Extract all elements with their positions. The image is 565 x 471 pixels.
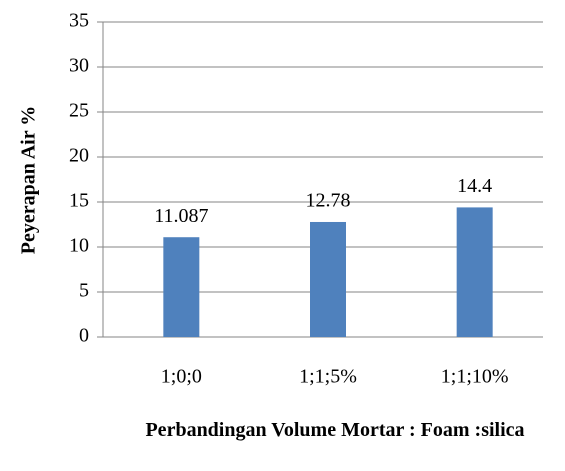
y-tick-label: 5 [79,280,89,302]
x-tick-label: 1;1;10% [441,366,509,388]
y-tick-label: 15 [69,190,89,212]
y-tick-label: 20 [69,145,89,167]
x-axis-label: Perbandingan Volume Mortar : Foam :silic… [145,419,525,441]
bar [163,237,200,337]
data-label: 14.4 [457,175,492,197]
x-tick-label: 1;0;0 [161,366,202,388]
y-tick-label: 30 [69,55,89,77]
bar [456,207,493,337]
y-tick-label: 25 [69,100,89,122]
y-tick-label: 10 [69,235,89,257]
x-tick-label: 1;1;5% [299,366,357,388]
data-label: 11.087 [154,205,208,227]
bar [310,221,346,337]
y-axis-label: Peyerapan Air % [18,106,40,255]
y-tick-label: 35 [69,10,89,32]
y-tick-label: 0 [79,325,89,347]
data-label: 12.78 [306,190,351,212]
